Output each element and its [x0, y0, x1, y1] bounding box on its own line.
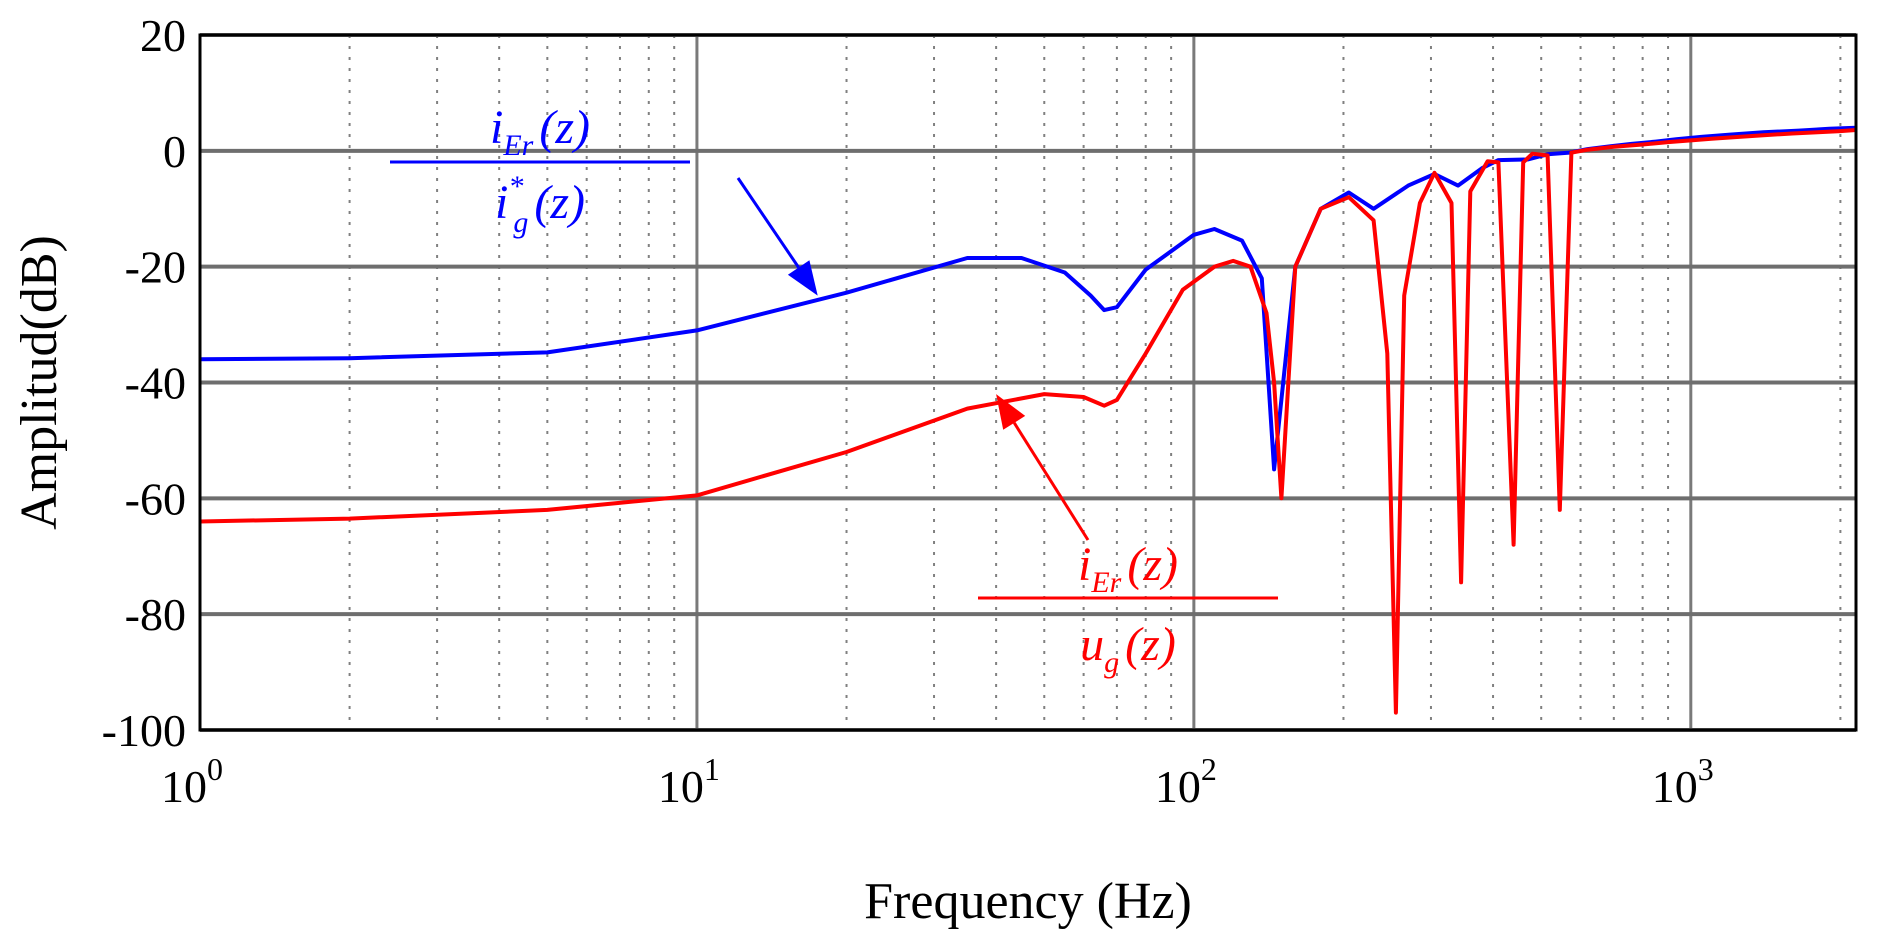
x-tick-label: 100 [161, 751, 223, 812]
annotation-arrow-head [996, 394, 1026, 430]
annotation-arrow-head [787, 260, 818, 296]
y-axis-label: Amplitud(dB) [11, 235, 68, 530]
x-axis-label: Frequency (Hz) [864, 873, 1192, 930]
x-tick-label: 102 [1155, 751, 1217, 812]
annotations: iEr (z) i* g (z) iEr (z) ug (z) [390, 101, 1278, 679]
annotation-arrow-shaft [1012, 422, 1090, 541]
x-tick-label: 101 [658, 751, 720, 812]
annotation-denominator: ug (z) [1080, 618, 1176, 679]
y-tick-label: -80 [125, 589, 186, 640]
annotation-1: iEr (z) i* g (z) [390, 101, 818, 296]
annotation-numerator: iEr (z) [490, 101, 590, 162]
series-layer [199, 125, 1857, 715]
annotation-arrow-shaft [736, 177, 800, 269]
y-tick-label: -60 [125, 473, 186, 524]
annotation-denominator: i* g (z) [495, 170, 585, 239]
y-tick-label: 20 [140, 10, 186, 61]
x-tick-label: 103 [1652, 751, 1714, 812]
y-tick-label: -40 [125, 358, 186, 409]
y-tick-label: -100 [102, 705, 186, 756]
series-line-2 [199, 128, 1857, 715]
annotation-2: iEr (z) ug (z) [978, 394, 1278, 679]
annotation-numerator: iEr (z) [1078, 538, 1178, 599]
y-tick-labels: 20 0 -20 -40 -60 -80 -100 [102, 10, 186, 756]
y-tick-label: -20 [125, 242, 186, 293]
plot-frame [198, 33, 1858, 732]
x-tick-labels: 100 101 102 103 [161, 751, 1714, 812]
y-tick-label: 0 [163, 126, 186, 177]
